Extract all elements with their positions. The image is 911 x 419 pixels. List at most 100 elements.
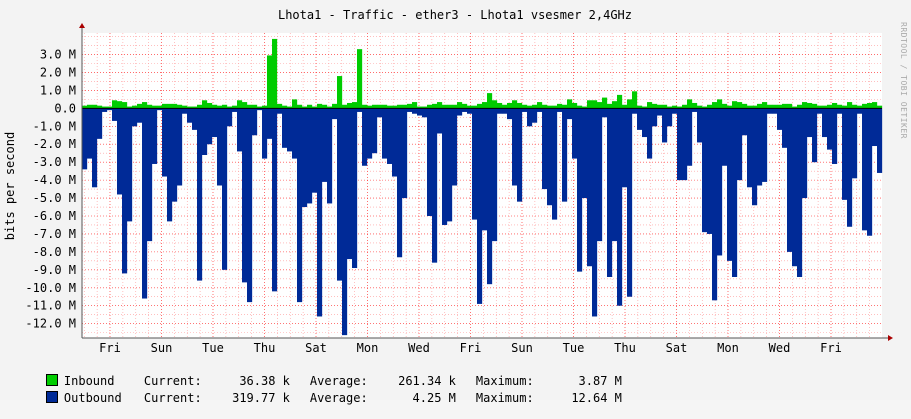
outbound-bar	[262, 108, 268, 159]
outbound-bar	[627, 108, 633, 297]
inbound-bar	[777, 104, 783, 109]
inbound-bar	[492, 100, 498, 109]
outbound-bar	[872, 108, 878, 147]
outbound-bar	[697, 108, 703, 143]
inbound-bar	[197, 104, 203, 109]
outbound-bar	[477, 108, 483, 304]
outbound-bar	[657, 108, 663, 116]
y-tick-label: -2.0 M	[33, 137, 76, 151]
outbound-bar	[867, 108, 873, 236]
inbound-bar	[657, 104, 663, 109]
y-tick-label: -12.0 M	[25, 317, 76, 331]
inbound-bar	[682, 104, 688, 109]
inbound-bar	[707, 104, 713, 109]
outbound-bar	[772, 108, 778, 114]
outbound-bar	[577, 108, 583, 272]
inbound-bar	[257, 106, 263, 109]
y-tick-label: 2.0 M	[40, 65, 76, 79]
inbound-bar	[187, 106, 193, 109]
outbound-bar	[857, 108, 863, 114]
outbound-bar	[842, 108, 848, 200]
x-tick-label: Thu	[614, 341, 636, 355]
outbound-bar	[112, 108, 118, 121]
outbound-bar	[387, 108, 393, 164]
outbound-area	[82, 108, 883, 336]
outbound-bar	[787, 108, 793, 252]
outbound-bar	[277, 108, 283, 114]
inbound-bar	[347, 102, 353, 109]
inbound-bar	[472, 105, 478, 109]
outbound-bar	[492, 108, 498, 242]
outbound-bar	[712, 108, 718, 301]
outbound-bar	[332, 108, 338, 120]
outbound-bar	[412, 108, 418, 114]
outbound-bar	[302, 108, 308, 208]
inbound-bar	[512, 100, 518, 109]
outbound-bar	[242, 108, 248, 283]
inbound-bar	[812, 103, 818, 109]
inbound-bar	[422, 106, 428, 109]
outbound-bar	[217, 108, 223, 186]
inbound-bar	[717, 99, 723, 109]
outbound-bar	[177, 108, 183, 186]
y-tick-label: -9.0 M	[33, 263, 76, 277]
outbound-bar	[777, 108, 783, 130]
inbound-bar	[142, 102, 148, 109]
inbound-bar	[747, 105, 753, 109]
x-tick-label: Sat	[305, 341, 327, 355]
outbound-bar	[517, 108, 523, 202]
inbound-bar	[377, 104, 383, 109]
inbound-bar	[502, 104, 508, 109]
inbound-bar	[632, 91, 638, 109]
inbound-bar	[562, 104, 568, 109]
outbound-bar	[392, 108, 398, 177]
outbound-bar	[437, 108, 443, 134]
inbound-bar	[757, 103, 763, 109]
inbound-bar	[752, 105, 758, 109]
inbound-bar	[272, 38, 278, 109]
inbound-maximum-label: Maximum:	[475, 374, 534, 388]
inbound-bar	[742, 103, 748, 109]
outbound-bar	[557, 108, 563, 112]
y-tick-label: -1.0 M	[33, 119, 76, 133]
outbound-bar	[732, 108, 738, 278]
inbound-bar	[447, 104, 453, 109]
inbound-bar	[277, 103, 283, 109]
inbound-bar	[207, 102, 213, 109]
outbound-bar	[637, 108, 643, 130]
y-tick-label: 3.0 M	[40, 48, 76, 62]
outbound-bar	[407, 108, 413, 112]
y-tick-label: -11.0 M	[25, 299, 76, 313]
inbound-bar	[712, 102, 718, 109]
inbound-bar	[117, 101, 123, 109]
outbound-bar	[702, 108, 708, 233]
outbound-bar	[547, 108, 553, 206]
outbound-bar	[267, 108, 273, 139]
x-tick-label: Fri	[460, 341, 482, 355]
outbound-bar	[552, 108, 558, 220]
inbound-bar	[732, 101, 738, 109]
inbound-maximum: 3.87 M	[578, 374, 622, 388]
inbound-bar	[517, 102, 523, 109]
inbound-bar	[807, 102, 813, 109]
inbound-bar	[532, 104, 538, 109]
inbound-bar	[342, 104, 348, 109]
outbound-bar	[232, 108, 238, 112]
outbound-bar	[587, 108, 593, 267]
outbound-bar	[152, 108, 158, 164]
outbound-bar	[372, 108, 378, 154]
inbound-bar	[772, 104, 778, 109]
outbound-current-label: Current:	[143, 391, 202, 405]
inbound-bar	[652, 103, 658, 109]
outbound-bar	[342, 108, 348, 336]
outbound-bar	[792, 108, 798, 267]
inbound-bar	[792, 106, 798, 109]
outbound-bar	[142, 108, 148, 299]
inbound-bar	[352, 102, 358, 109]
inbound-bar	[107, 106, 113, 109]
outbound-bar	[222, 108, 228, 270]
inbound-bar	[232, 105, 238, 109]
inbound-bar	[692, 102, 698, 109]
inbound-bar	[362, 104, 368, 109]
outbound-bar	[502, 108, 508, 114]
